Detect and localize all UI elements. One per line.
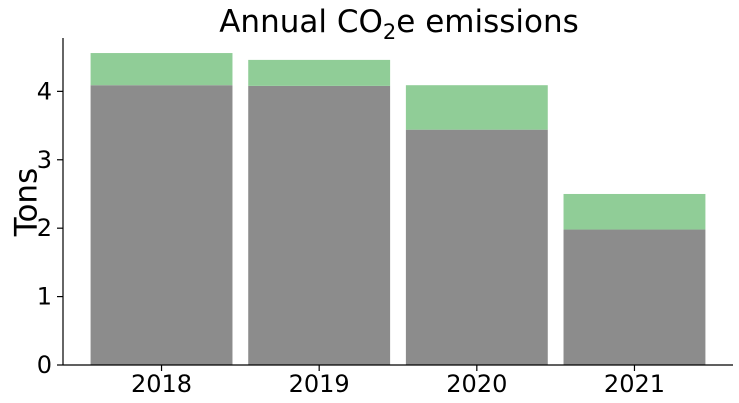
x-tick-label-2019: 2019	[289, 370, 350, 398]
bar-2019-segment-1	[248, 59, 391, 86]
bar-2021-segment-0	[563, 229, 706, 365]
y-tick-label-1: 1	[37, 283, 52, 311]
chart-title-subscript: 2	[383, 20, 396, 44]
bar-2021-segment-1	[563, 193, 706, 230]
x-tick-label-2020: 2020	[446, 370, 507, 398]
y-tick-label-3: 3	[37, 146, 52, 174]
bar-2018-segment-1	[90, 53, 233, 86]
chart-title: Annual CO2e emissions	[219, 4, 579, 44]
chart-title-suffix: e emissions	[396, 4, 579, 40]
bar-2018-segment-0	[90, 85, 233, 365]
chart-title-prefix: Annual CO	[219, 4, 383, 40]
y-tick-label-4: 4	[37, 77, 52, 105]
y-axis-label: Tons	[9, 168, 45, 237]
x-tick-label-2021: 2021	[604, 370, 665, 398]
bar-2019-segment-0	[248, 85, 391, 366]
bar-2020-segment-0	[405, 129, 548, 365]
bar-2020-segment-1	[405, 85, 548, 130]
axes-group: 0 1 2 3 4 2018 2019 2020 2021	[37, 38, 733, 398]
x-tick-label-2018: 2018	[131, 370, 192, 398]
y-tick-label-2: 2	[37, 214, 52, 242]
y-tick-label-0: 0	[37, 351, 52, 379]
bars-group	[90, 53, 706, 366]
